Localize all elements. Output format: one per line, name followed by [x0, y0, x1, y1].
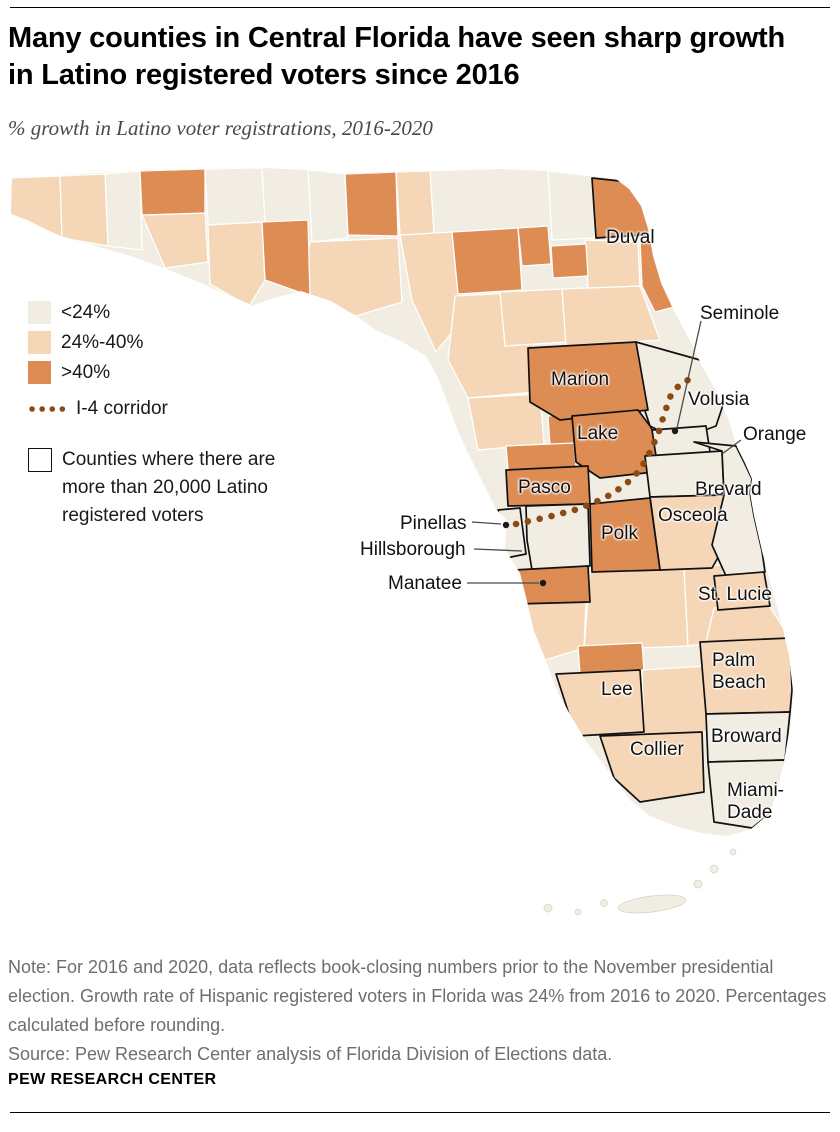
- outlined-counties: [497, 177, 793, 829]
- county-collier: [599, 731, 705, 803]
- legend-swatch-lt24: [28, 301, 51, 324]
- map-label-osceola: Osceola: [658, 505, 728, 526]
- county-calhoun-gulf: [207, 221, 266, 306]
- orange-leader-line: [721, 439, 742, 455]
- map-label-orange: Orange: [743, 424, 807, 445]
- i4-corridor-sample-icon: [29, 406, 68, 412]
- i4-corridor-line: [512, 374, 696, 528]
- county-hernando: [505, 442, 577, 471]
- county-st-lucie: [713, 571, 771, 611]
- county-alachua: [499, 288, 567, 347]
- map-label-pasco: Pasco: [518, 477, 571, 498]
- map-label-lee: Lee: [601, 679, 633, 700]
- map-label-collier: Collier: [630, 739, 684, 760]
- map-label-miami-dade: Miami-Dade: [727, 780, 784, 823]
- page-subtitle: % growth in Latino voter registrations, …: [8, 116, 433, 140]
- map-label-palm-beach: Palm Beach: [712, 650, 766, 693]
- county-union: [517, 225, 552, 267]
- legend-row-lt24: <24%: [28, 301, 314, 324]
- legend-row-corridor: I-4 corridor: [28, 398, 314, 420]
- source-text: Source: Pew Research Center analysis of …: [8, 1044, 613, 1064]
- county-santa-rosa: [59, 173, 109, 247]
- hillsborough-leader-line: [473, 548, 523, 552]
- legend-row-outline: Counties where there are more than 20,00…: [28, 446, 314, 530]
- map-label-pinellas: Pinellas: [400, 513, 467, 534]
- legend-row-gt40: >40%: [28, 361, 314, 384]
- map-label-marion: Marion: [551, 369, 610, 390]
- county-hardee-desoto-highlands: [583, 567, 689, 651]
- map-label-seminole: Seminole: [700, 303, 780, 324]
- page-title: Many counties in Central Florida have se…: [8, 22, 785, 91]
- map-label-duval: Duval: [606, 227, 655, 248]
- map-label-broward: Broward: [711, 726, 782, 747]
- map-legend: <24% 24%-40% >40% I-4 corridor Counties …: [28, 301, 314, 537]
- seminole-leader-dot: [671, 427, 679, 435]
- map-label-hillsborough: Hillsborough: [360, 539, 466, 560]
- county-escambia: [11, 175, 63, 239]
- county-bradford: [550, 243, 589, 279]
- footer-brand: PEW RESEARCH CENTER: [8, 1071, 217, 1088]
- county-taylor-madison: [399, 231, 463, 353]
- county-charlotte: [577, 642, 645, 675]
- pinellas-leader-line: [471, 521, 502, 525]
- legend-label-lt24: <24%: [61, 301, 111, 323]
- legend-outline-note: Counties where there are more than 20,00…: [62, 449, 276, 526]
- map-label-polk: Polk: [601, 523, 638, 544]
- map-label-lake: Lake: [577, 423, 619, 444]
- legend-swatch-24-40: [28, 331, 51, 354]
- manatee-leader-dot: [539, 579, 547, 587]
- county-palm-beach: [699, 637, 793, 715]
- map-label-volusia: Volusia: [688, 389, 750, 410]
- county-hendry-glades: [641, 665, 709, 735]
- county-polk: [589, 497, 661, 573]
- county-fills: [11, 168, 791, 735]
- label-leader-lines: [467, 320, 742, 587]
- county-nassau-baker: [547, 170, 596, 241]
- bottom-rule: [10, 1112, 830, 1113]
- florida-keys: [543, 848, 737, 916]
- county-leon: [307, 169, 349, 243]
- legend-label-24-40: 24%-40%: [61, 331, 144, 353]
- map-label-manatee: Manatee: [388, 573, 462, 594]
- legend-label-corridor: I-4 corridor: [76, 398, 168, 419]
- seminole-leader-line: [676, 320, 702, 429]
- county-jackson: [204, 168, 266, 226]
- map-label-brevard: Brevard: [695, 479, 762, 500]
- county-holmes: [139, 168, 206, 216]
- county-jefferson: [395, 170, 435, 236]
- notes-block: Note: For 2016 and 2020, data reflects b…: [8, 953, 830, 1069]
- legend-row-24-40: 24%-40%: [28, 331, 314, 354]
- county-manatee: [513, 565, 591, 605]
- county-hillsborough: [525, 503, 591, 571]
- county-brevard: [693, 441, 766, 577]
- legend-label-gt40: >40%: [61, 361, 111, 383]
- map-label-st-lucie: St. Lucie: [698, 584, 772, 605]
- legend-outline-swatch: [28, 448, 52, 472]
- pinellas-leader-dot: [502, 521, 510, 529]
- county-gadsden: [344, 171, 399, 237]
- note-text: Note: For 2016 and 2020, data reflects b…: [8, 957, 827, 1035]
- county-suwannee: [451, 227, 523, 295]
- county-wakulla-franklin: [299, 237, 403, 317]
- county-okaloosa: [104, 170, 143, 251]
- legend-swatch-gt40: [28, 361, 51, 384]
- top-rule: [10, 7, 830, 8]
- county-sarasota: [513, 599, 587, 661]
